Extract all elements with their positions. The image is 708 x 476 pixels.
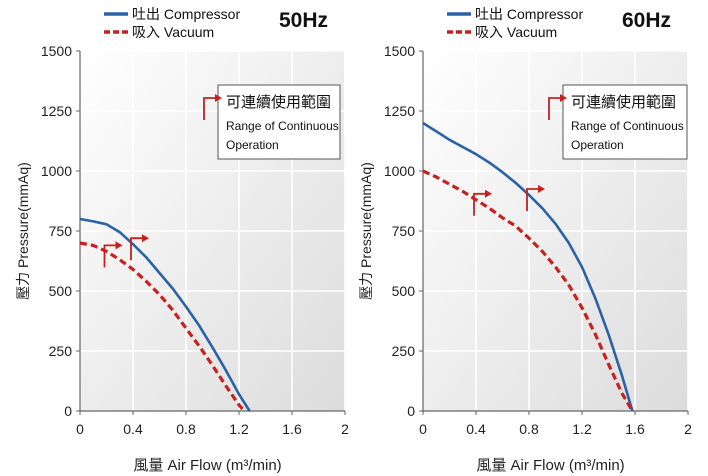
legend-label: 吐出 Compressor [132,6,240,22]
y-tick-label: 750 [392,223,416,239]
x-tick-label: 1.2 [229,421,249,437]
y-tick-label: 1250 [384,103,415,119]
x-axis-title: 風量 Air Flow (m³/min) [133,457,281,474]
x-tick-label: 1.6 [282,421,302,437]
legend-label: 吸入 Vacuum [132,24,214,40]
range-marker-head [538,185,545,193]
x-tick-label: 0.8 [176,421,196,437]
annotation-line: Operation [226,138,279,152]
annotation-title: 可連續使用範圍 [571,93,676,111]
annotation-line: Range of Continuous [226,119,339,133]
chart-title: 50Hz [279,9,328,32]
chart-panel-1: 0 250 500 750 1000 1250 1500 0 0.4 0.8 1.2 1.6 2 風量 A… [15,6,349,474]
legend-label: 吸入 Vacuum [475,24,557,40]
y-tick-label: 750 [49,223,73,239]
y-tick-label: 1250 [41,103,72,119]
y-tick-label: 500 [49,283,73,299]
legend-label: 吐出 Compressor [475,6,583,22]
annotation-line: Range of Continuous [571,119,684,133]
y-tick-label: 250 [392,343,416,359]
x-tick-label: 0.4 [123,421,143,437]
y-tick-label: 1500 [41,43,72,59]
y-tick-label: 1000 [41,163,72,179]
annotation-title: 可連續使用範圍 [226,93,331,111]
y-tick-label: 500 [392,283,416,299]
series-line-compressor [79,217,251,412]
y-axis-title: 壓力 Pressure(mmAq) [358,162,374,300]
x-tick-label: 2 [684,421,692,437]
x-tick-label: 0 [76,421,84,437]
annotation-marker-head [560,94,567,102]
y-axis-title: 壓力 Pressure(mmAq) [15,162,31,300]
range-marker [473,192,486,216]
series-line-compressor [422,121,634,412]
range-marker-head [485,189,492,198]
range-marker [526,188,539,211]
annotation-marker [548,97,561,120]
x-tick-label: 0.8 [519,421,539,437]
y-tick-label: 250 [49,343,73,359]
x-tick-label: 2 [341,421,349,437]
annotation-marker-head [215,94,222,102]
y-tick-label: 1500 [384,43,415,59]
y-tick-label: 0 [64,403,72,419]
series-line-vacuum [422,169,634,412]
range-marker-head [115,241,123,250]
range-marker-head [142,234,149,243]
y-tick-label: 0 [407,403,415,419]
x-axis-title: 風量 Air Flow (m³/min) [476,457,624,474]
annotation-marker [203,97,216,120]
y-tick-label: 1000 [384,163,415,179]
range-marker [130,237,143,261]
x-tick-label: 1.6 [625,421,645,437]
chart-panel-2: 0 250 500 750 1000 1250 1500 0 0.4 0.8 1.2 1.6 2 風量 A… [358,6,692,474]
annotation-box [562,84,688,160]
annotation-box [217,84,341,160]
x-tick-label: 0.4 [466,421,486,437]
x-tick-label: 1.2 [572,421,592,437]
chart-title: 60Hz [622,9,671,32]
range-marker [103,244,117,268]
x-tick-label: 0 [419,421,427,437]
annotation-line: Operation [571,138,624,152]
